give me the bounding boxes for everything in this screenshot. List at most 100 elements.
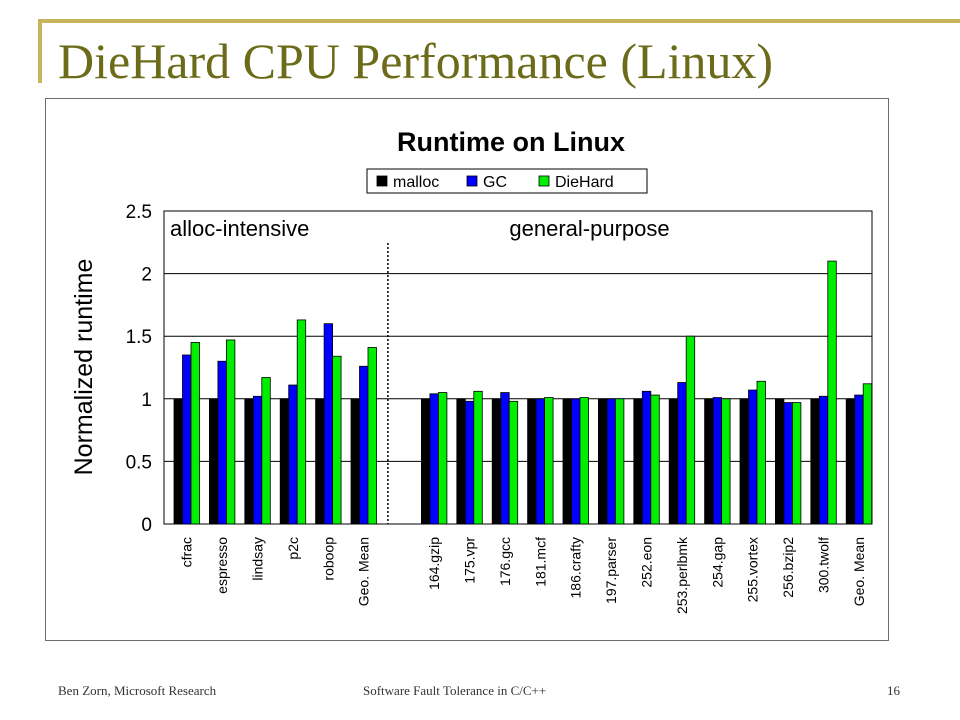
bar-malloc bbox=[208, 398, 219, 525]
y-tick-label: 0 bbox=[141, 515, 152, 536]
bar-diehard bbox=[367, 347, 377, 525]
bar-gc bbox=[748, 389, 758, 525]
x-tick-label: lindsay bbox=[250, 537, 266, 581]
bar-diehard bbox=[261, 377, 271, 525]
bar-gc bbox=[712, 397, 722, 525]
x-tick-label: espresso bbox=[214, 537, 230, 594]
bar-malloc bbox=[527, 398, 537, 525]
bar-malloc bbox=[562, 398, 572, 525]
bar-gc bbox=[606, 398, 616, 525]
bar-diehard bbox=[296, 319, 307, 525]
legend-box bbox=[366, 168, 648, 194]
bar-malloc bbox=[350, 398, 360, 525]
bar-malloc bbox=[845, 398, 856, 525]
x-axis-ticks: cfrac espresso lindsay p2c roboop Geo. Mean 16… bbox=[179, 536, 867, 614]
bar-gc bbox=[571, 398, 581, 525]
x-tick-label: 253.perlbmk bbox=[674, 536, 690, 614]
bar-diehard bbox=[544, 397, 554, 525]
bar-diehard bbox=[615, 398, 625, 525]
bar-diehard bbox=[473, 390, 483, 525]
bar-gc bbox=[217, 360, 227, 525]
bar-diehard bbox=[862, 383, 873, 525]
bar-malloc bbox=[739, 398, 749, 525]
bar-malloc bbox=[704, 398, 714, 525]
y-tick-label: 2 bbox=[141, 265, 152, 286]
x-tick-label: roboop bbox=[320, 537, 336, 581]
x-tick-label: 164.gzip bbox=[426, 537, 442, 590]
title-rule-horizontal bbox=[38, 19, 960, 23]
bar-gc bbox=[359, 365, 369, 525]
x-tick-label: 197.parser bbox=[603, 537, 619, 604]
x-tick-label: cfrac bbox=[179, 537, 195, 567]
bar-gc bbox=[677, 382, 687, 525]
x-tick-label: 175.vpr bbox=[462, 537, 478, 584]
y-tick-label: 2.5 bbox=[126, 202, 152, 223]
x-tick-label: 300.twolf bbox=[816, 537, 832, 593]
bar-malloc bbox=[173, 398, 183, 525]
bar-gc bbox=[854, 394, 864, 525]
bar-gc bbox=[500, 392, 510, 525]
bar-gc bbox=[818, 395, 829, 525]
bar-gc bbox=[429, 393, 439, 525]
footer-talk-title: Software Fault Tolerance in C/C++ bbox=[363, 683, 547, 698]
x-tick-label: 186.crafty bbox=[568, 537, 584, 598]
bar-gc bbox=[252, 395, 263, 525]
group-labels: alloc-intensive general-purpose bbox=[170, 216, 670, 241]
bar-malloc bbox=[244, 398, 254, 525]
bar-diehard bbox=[685, 335, 696, 525]
group-label: alloc-intensive bbox=[170, 216, 309, 241]
x-tick-label: 252.eon bbox=[639, 537, 655, 588]
bar-diehard bbox=[756, 380, 766, 525]
bar-diehard bbox=[721, 398, 731, 525]
bar-gc bbox=[641, 390, 652, 525]
chart-title: Runtime on Linux bbox=[397, 127, 625, 157]
y-axis-ticks: 0 0.5 1 1.5 2 2.5 bbox=[126, 202, 152, 536]
bar-malloc bbox=[633, 398, 643, 525]
bar-diehard bbox=[190, 342, 200, 525]
x-tick-label: 176.gcc bbox=[497, 537, 513, 586]
bar-gc bbox=[288, 384, 298, 525]
x-tick-label: Geo. Mean bbox=[851, 537, 867, 606]
bar-diehard bbox=[579, 397, 589, 525]
bar-diehard bbox=[332, 355, 342, 525]
x-tick-label: 181.mcf bbox=[532, 537, 548, 587]
bar-malloc bbox=[810, 398, 820, 525]
bar-gc bbox=[783, 402, 793, 525]
bar-malloc bbox=[456, 398, 466, 525]
y-tick-label: 0.5 bbox=[126, 452, 152, 473]
bar-malloc bbox=[598, 398, 608, 525]
bar-gc bbox=[535, 398, 546, 525]
group-label: general-purpose bbox=[509, 216, 669, 241]
footer-author: Ben Zorn, Microsoft Research bbox=[58, 683, 217, 698]
x-tick-label: Geo. Mean bbox=[356, 537, 372, 606]
bar-diehard bbox=[792, 402, 802, 525]
bar-malloc bbox=[491, 398, 502, 525]
bar-diehard bbox=[650, 394, 660, 525]
legend-label: malloc bbox=[393, 174, 439, 191]
bars bbox=[173, 260, 873, 525]
bar-malloc bbox=[315, 398, 325, 525]
legend-label: GC bbox=[483, 174, 507, 191]
bar-malloc bbox=[668, 398, 679, 525]
bar-diehard bbox=[225, 339, 236, 525]
legend-swatch-diehard bbox=[538, 175, 550, 187]
legend-label: DieHard bbox=[555, 174, 614, 191]
chart-container: Runtime on Linux malloc GC DieHard 0 0.5 1 1.… bbox=[45, 98, 889, 641]
x-tick-label: p2c bbox=[285, 537, 301, 560]
legend-swatch-gc bbox=[466, 175, 478, 187]
bar-gc bbox=[323, 323, 334, 525]
legend-swatch-malloc bbox=[376, 175, 388, 187]
x-tick-label: 256.bzip2 bbox=[780, 537, 796, 598]
title-rule-vertical bbox=[38, 19, 42, 83]
y-axis-label: Normalized runtime bbox=[70, 259, 98, 476]
x-tick-label: 254.gap bbox=[709, 537, 725, 588]
bar-gc bbox=[464, 400, 475, 525]
slide-title: DieHard CPU Performance (Linux) bbox=[58, 33, 774, 89]
page-number: 16 bbox=[887, 683, 900, 698]
bar-malloc bbox=[775, 398, 785, 525]
bar-diehard bbox=[437, 392, 448, 525]
bar-malloc bbox=[279, 398, 290, 525]
y-tick-label: 1 bbox=[141, 390, 152, 411]
bar-diehard bbox=[508, 400, 519, 525]
y-tick-label: 1.5 bbox=[126, 327, 152, 348]
